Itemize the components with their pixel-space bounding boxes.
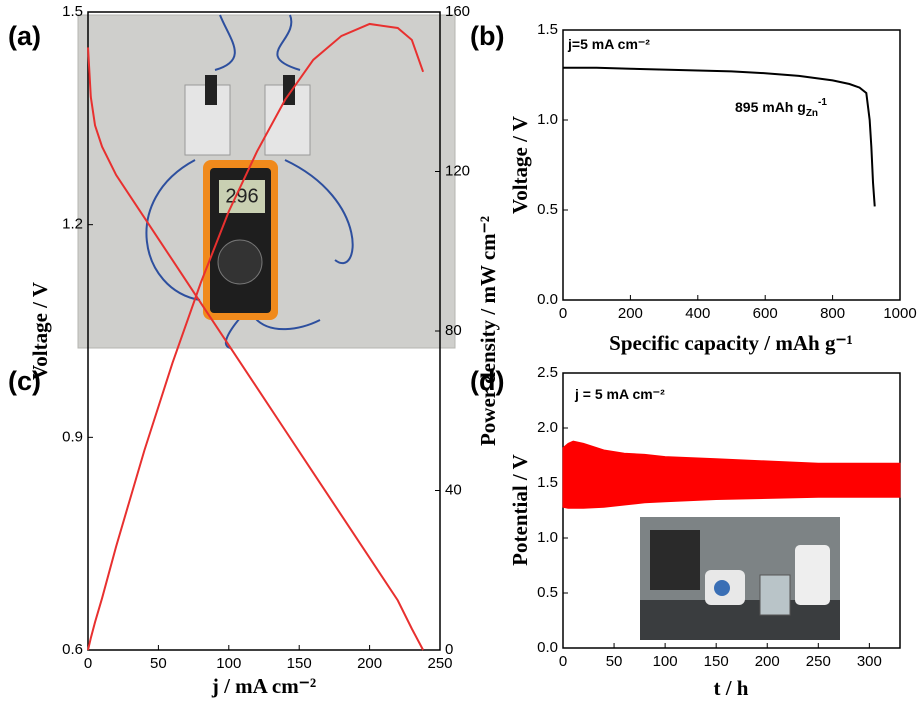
x-tick-label: 150 — [704, 653, 729, 670]
x-tick-label: 250 — [427, 655, 452, 672]
y2-tick-label: 160 — [445, 3, 470, 20]
y2-tick-label: 80 — [445, 322, 462, 339]
x-tick-label: 400 — [685, 305, 710, 322]
annotation-text: j=5 mA cm⁻² — [567, 36, 650, 52]
y-tick-label: 1.5 — [537, 474, 558, 491]
x-tick-label: 200 — [755, 653, 780, 670]
y2-axis-label: Power density / mW cm⁻² — [476, 216, 500, 446]
panel-label: (b) — [470, 21, 504, 51]
x-tick-label: 0 — [84, 655, 92, 672]
x-tick-label: 50 — [606, 653, 623, 670]
data-line — [87, 22, 425, 651]
annotation: 895 mAh gZn-1 — [735, 97, 827, 119]
panel-label: (a) — [8, 21, 41, 51]
x-tick-label: 800 — [820, 305, 845, 322]
y-tick-label: 0.5 — [537, 584, 558, 601]
y-axis-label: Potential / V — [508, 454, 532, 566]
x-axis-label: Specific capacity / mAh g⁻¹ — [609, 331, 853, 355]
x-tick-label: 0 — [559, 305, 567, 322]
x-tick-label: 0 — [559, 653, 567, 670]
annotation: j=5 mA cm⁻² — [567, 36, 650, 52]
x-tick-label: 100 — [653, 653, 678, 670]
panel-label: (c) — [8, 366, 41, 396]
y-tick-label: 1.2 — [62, 216, 83, 233]
y-tick-label: 2.0 — [537, 419, 558, 436]
x-tick-label: 50 — [150, 655, 167, 672]
x-tick-label: 250 — [806, 653, 831, 670]
y-tick-label: 0.0 — [537, 639, 558, 656]
display-reading: 296 — [225, 185, 258, 207]
annotation-text: j = 5 mA cm⁻² — [574, 386, 665, 402]
photo-a: 296 — [77, 14, 456, 349]
y-tick-label: 0.6 — [62, 641, 83, 658]
y2-tick-label: 120 — [445, 162, 470, 179]
y-axis-label: Voltage / V — [28, 282, 52, 380]
data-line — [563, 66, 876, 207]
annotation-sup: -1 — [818, 97, 827, 108]
y-tick-label: 1.5 — [62, 3, 83, 20]
x-axis-label: j / mA cm⁻² — [211, 674, 316, 698]
x-tick-label: 150 — [287, 655, 312, 672]
y-tick-label: 0.9 — [62, 428, 83, 445]
x-tick-label: 100 — [216, 655, 241, 672]
plot-frame — [562, 372, 901, 649]
y-tick-label: 1.0 — [537, 111, 558, 128]
panel-label: (d) — [470, 366, 504, 396]
x-tick-label: 200 — [357, 655, 382, 672]
y-tick-label: 1.5 — [537, 21, 558, 38]
data-band — [562, 440, 901, 509]
y2-tick-label: 0 — [445, 641, 453, 658]
x-tick-label: 300 — [857, 653, 882, 670]
y-axis-label: Voltage / V — [508, 116, 532, 214]
x-tick-label: 600 — [753, 305, 778, 322]
data-line — [87, 47, 424, 651]
photo-d-inset — [640, 517, 840, 640]
x-axis-label: t / h — [713, 676, 748, 700]
y-tick-label: 2.5 — [537, 364, 558, 381]
annotation-text: 895 mAh g — [735, 99, 806, 115]
y2-tick-label: 40 — [445, 481, 462, 498]
annotation-sub: Zn — [806, 108, 818, 119]
y-tick-label: 1.0 — [537, 529, 558, 546]
plot-frame — [562, 29, 901, 301]
x-tick-label: 1000 — [883, 305, 916, 322]
annotation: j = 5 mA cm⁻² — [574, 386, 665, 402]
x-tick-label: 200 — [618, 305, 643, 322]
y-tick-label: 0.0 — [537, 291, 558, 308]
y-tick-label: 0.5 — [537, 201, 558, 218]
